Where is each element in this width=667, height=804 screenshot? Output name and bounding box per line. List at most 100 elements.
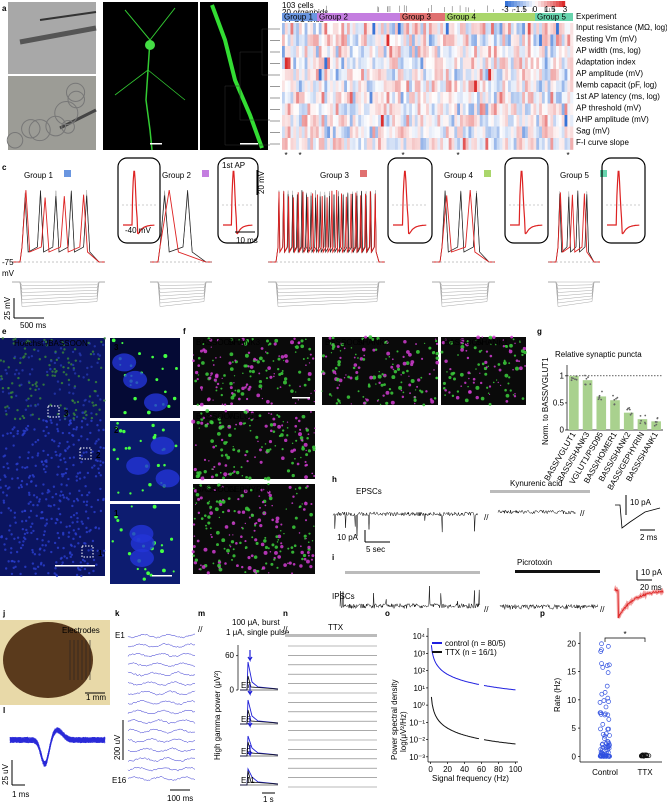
heatmap-cell (423, 57, 427, 70)
punctum (265, 339, 269, 343)
heatmap-cell (282, 138, 286, 150)
current-trace (332, 511, 478, 537)
heatmap-cell (296, 126, 300, 139)
heatmap-cell (493, 92, 498, 104)
heatmap-cell (363, 103, 368, 116)
heatmap-cell (530, 80, 534, 93)
nucleus (34, 382, 37, 386)
heatmap-cell (502, 80, 506, 93)
heatmap-cell (499, 69, 503, 81)
punctum (172, 570, 175, 573)
punctum (271, 543, 275, 547)
nucleus (83, 399, 86, 402)
heatmap-cell (553, 69, 557, 81)
heatmap-cell (533, 92, 537, 104)
point (639, 753, 645, 758)
nucleus (31, 443, 34, 446)
nucleus (66, 357, 70, 360)
heatmap-cell (570, 69, 574, 81)
heatmap-cell (544, 23, 548, 35)
punctum (306, 559, 310, 564)
heatmap-cell (406, 126, 410, 139)
punctum (334, 366, 338, 370)
scale-bar (150, 143, 162, 145)
heatmap-cell (397, 126, 401, 139)
punctum (254, 538, 258, 542)
psd-curve (430, 696, 480, 740)
label: Power spectral density (390, 680, 399, 760)
heatmap-cell (293, 92, 297, 104)
punctum (193, 517, 196, 520)
heatmap-cell (440, 138, 444, 150)
nucleus (85, 526, 88, 530)
nucleus (63, 417, 67, 420)
heatmap-cell (363, 126, 368, 139)
heatmap-cell (434, 69, 438, 81)
heatmap-cell (395, 126, 399, 139)
punctum (361, 337, 365, 341)
punctum (215, 500, 219, 503)
trace (432, 281, 495, 290)
heatmap-cell (451, 92, 455, 104)
heatmap-cell (541, 34, 546, 47)
heatmap-cell (409, 46, 413, 58)
nucleus (20, 485, 24, 489)
nucleus (44, 544, 47, 547)
heatmap-cell (491, 138, 495, 150)
heatmap-cell (411, 80, 416, 93)
heatmap-cell (556, 23, 560, 35)
nucleus (25, 466, 29, 469)
heatmap-cell (406, 23, 410, 35)
punctum (199, 349, 203, 353)
heatmap-cell (510, 69, 514, 81)
nucleus (6, 432, 9, 435)
heatmap-cell (411, 69, 416, 81)
nucleus (58, 388, 62, 391)
nucleus (28, 516, 31, 519)
heatmap-cell (349, 126, 353, 139)
heatmap-cell (358, 92, 362, 104)
nucleus (50, 456, 53, 460)
nucleus (84, 484, 87, 488)
dot (575, 375, 578, 377)
heatmap-cell (485, 57, 489, 70)
heatmap-cell (346, 103, 351, 116)
nucleus (90, 548, 93, 551)
heatmap-cell (327, 126, 331, 139)
nucleus (59, 494, 62, 497)
punctum (215, 386, 218, 389)
nucleus (16, 429, 20, 433)
nucleus (87, 378, 90, 382)
punctum (218, 559, 221, 562)
heatmap-cell (397, 115, 401, 127)
punctum (489, 354, 493, 358)
nucleus (72, 529, 76, 532)
heatmap-cell (448, 92, 452, 104)
punctum (335, 402, 339, 405)
nucleus (70, 363, 73, 366)
heatmap-cell (533, 138, 537, 150)
punctum (303, 442, 308, 447)
punctum (308, 362, 311, 364)
heatmap-cell (474, 92, 478, 104)
trace (150, 281, 212, 307)
heatmap-cell (536, 138, 540, 150)
punctum (144, 568, 147, 571)
nucleus (92, 352, 96, 356)
heatmap-cell (513, 126, 517, 139)
heatmap-cell (488, 138, 492, 150)
micrograph (193, 484, 315, 574)
heatmap-cell (448, 69, 452, 81)
heatmap-cell (479, 115, 483, 127)
heatmap-cell (434, 57, 438, 70)
punctum (222, 382, 224, 384)
punctum (337, 399, 341, 403)
punctum (362, 401, 366, 405)
punctum (259, 358, 261, 360)
heatmap-cell (395, 57, 399, 70)
heatmap-cell (476, 34, 481, 47)
heatmap-cell (482, 46, 486, 58)
heatmap-cell (307, 92, 311, 104)
heatmap-cell (488, 34, 492, 47)
punctum (262, 359, 265, 363)
